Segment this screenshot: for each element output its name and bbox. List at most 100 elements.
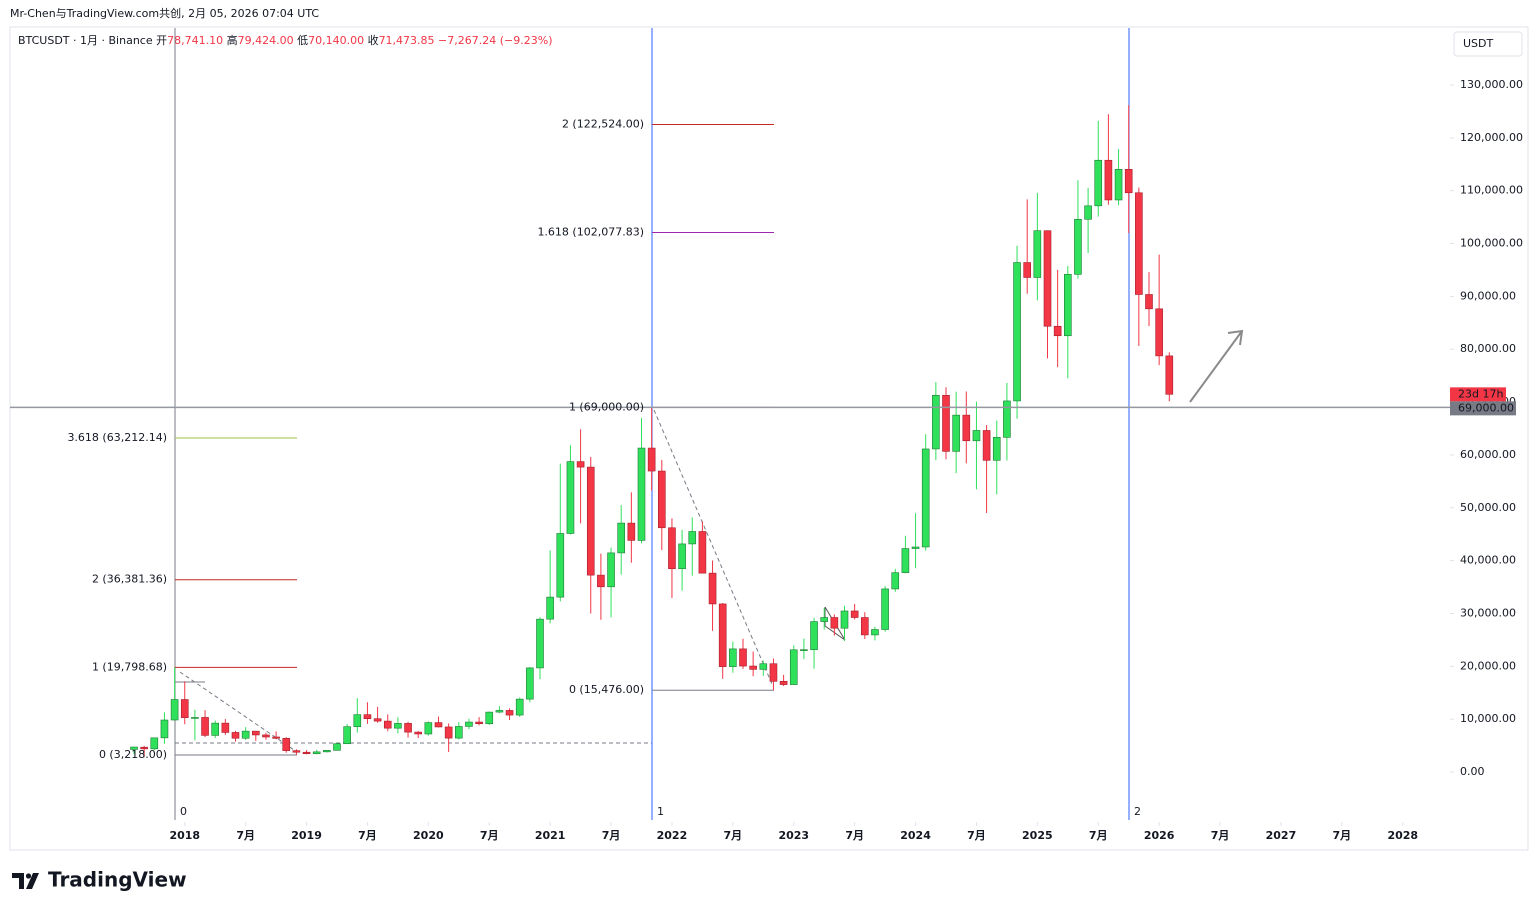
x-tick-label: 7月 (602, 829, 621, 842)
price-badge (1450, 401, 1516, 416)
candle-body (272, 736, 280, 739)
candle-body (323, 750, 331, 753)
candle-body (698, 531, 707, 574)
candle-body (160, 719, 169, 739)
y-tick-label: 90,000.00 (1460, 289, 1516, 302)
candle-body (627, 522, 636, 541)
y-tick-label: 100,000.00 (1460, 237, 1523, 250)
symbol: BTCUSDT · 1月 · Binance (18, 34, 153, 47)
countdown: 23d 17h (1458, 387, 1503, 400)
trend-line (653, 409, 773, 685)
legend-value: 71,473.85 (379, 34, 435, 47)
candle-body (556, 533, 565, 598)
candle-body (759, 663, 768, 670)
candle-body (647, 447, 656, 472)
candle-body (130, 746, 138, 750)
candle-body (942, 395, 950, 452)
x-tick-label: 2021 (535, 829, 566, 842)
candle-body (526, 667, 534, 700)
x-tick-label: 7月 (845, 829, 864, 842)
y-tick-label: 20,000.00 (1460, 659, 1516, 672)
candle-body (982, 430, 991, 461)
candle-body (1145, 294, 1153, 310)
candle-body (434, 722, 443, 728)
candle-body (810, 621, 818, 651)
x-tick-label: 2028 (1387, 829, 1418, 842)
x-tick-label: 7月 (1211, 829, 1230, 842)
candle-body (992, 437, 1001, 461)
candle-body (840, 610, 849, 629)
fib-label: 1 (69,000.00) (569, 400, 644, 413)
candle-body (140, 746, 148, 750)
fib-label: 0 (15,476.00) (569, 683, 644, 696)
candle-body (1043, 230, 1052, 327)
legend-label: 高 (227, 33, 238, 47)
currency: USDT (1463, 37, 1494, 50)
candle-body (546, 596, 554, 620)
x-tick-label: 7月 (1333, 829, 1352, 842)
candle-body (424, 722, 433, 735)
candle-body (1013, 262, 1021, 402)
currency-box[interactable] (1453, 31, 1523, 57)
cycle-label: 1 (657, 805, 664, 818)
candle-body (444, 726, 453, 739)
candle-body (901, 548, 910, 573)
candle-body (363, 714, 372, 720)
x-tick-label: 2020 (413, 829, 444, 842)
candle-body (282, 738, 291, 751)
x-tick-label: 7月 (724, 829, 743, 842)
candle-body (343, 726, 351, 745)
candle-body (718, 603, 727, 667)
candle-body (566, 461, 575, 534)
candle-body (221, 722, 230, 733)
candle-body (454, 726, 463, 739)
candle-body (241, 730, 250, 739)
y-tick-label: 50,000.00 (1460, 501, 1516, 514)
y-tick-label: 30,000.00 (1460, 606, 1516, 619)
x-tick-label: 2023 (778, 829, 809, 842)
legend-label: 收 (368, 33, 379, 47)
candle-body (637, 447, 646, 541)
candle-body (952, 414, 960, 452)
candle-body (475, 721, 483, 725)
candle-body (729, 648, 737, 667)
candle-body (739, 648, 747, 667)
candle-body (1094, 159, 1103, 207)
candle-body (576, 461, 585, 468)
candle-body (1053, 325, 1062, 337)
x-tick-label: 7月 (236, 829, 255, 842)
candle-body (1003, 400, 1011, 438)
y-tick-label: 0.00 (1460, 765, 1485, 778)
candle-body (383, 720, 392, 729)
candle-body (333, 743, 341, 751)
candle-body (972, 430, 981, 442)
candle-body (607, 552, 615, 588)
candle-body (1033, 230, 1042, 278)
x-tick-label: 7月 (1089, 829, 1108, 842)
candle-body (668, 527, 676, 570)
candle-body (495, 710, 504, 713)
candle-body (312, 751, 321, 755)
candle-body (769, 663, 778, 682)
fib-label: 2 (36,381.36) (92, 573, 167, 586)
candle-body (932, 395, 940, 450)
y-tick-label: 10,000.00 (1460, 712, 1516, 725)
x-tick-label: 7月 (480, 829, 499, 842)
candle-body (292, 750, 301, 753)
candle-body (678, 543, 686, 570)
candle-body (688, 531, 697, 545)
y-tick-label: 110,000.00 (1460, 184, 1523, 197)
candle-body (911, 546, 920, 549)
x-tick-label: 2019 (291, 829, 322, 842)
candle-body (201, 717, 209, 736)
candle-body (211, 722, 219, 736)
candle-body (1165, 355, 1174, 395)
candle-body (1084, 205, 1092, 220)
candle-body (353, 714, 362, 727)
candle-body (373, 718, 382, 722)
candle-body (170, 699, 179, 721)
candle-body (404, 723, 412, 733)
candle-body (708, 572, 717, 605)
candle-body (394, 723, 402, 729)
